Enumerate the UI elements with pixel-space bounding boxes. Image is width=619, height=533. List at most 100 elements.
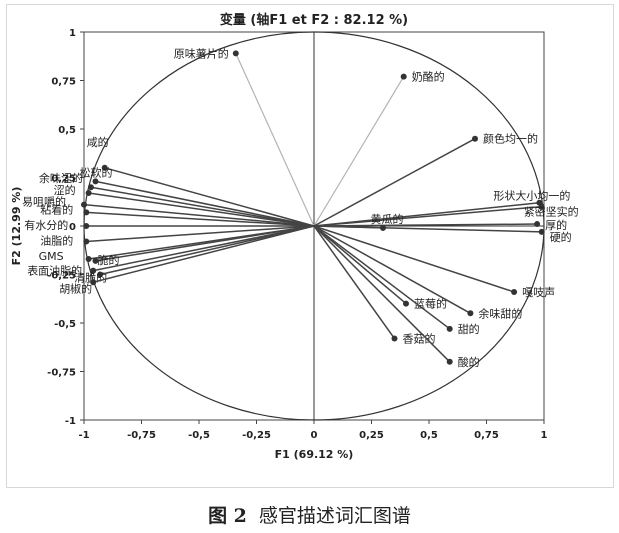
vector-line <box>313 76 405 227</box>
vector-line <box>313 225 384 229</box>
vector-label: 紧密坚实的 <box>524 205 579 219</box>
vector-line <box>93 225 315 272</box>
vector-label: 粘着的 <box>40 202 73 216</box>
vector-point <box>90 267 97 274</box>
y-tick-label: 0,75 <box>51 77 76 88</box>
vector-line <box>313 225 451 330</box>
vector-label: 易咀嚼的 <box>22 195 66 209</box>
vector-line <box>99 225 315 276</box>
vector-label: 油脂的 <box>40 234 73 248</box>
vector-point <box>92 178 99 185</box>
vector-label: 余味涩的 <box>39 171 83 185</box>
vector-line <box>104 167 315 227</box>
vector-line <box>313 223 538 227</box>
y-tick-label: -0,5 <box>54 319 76 330</box>
vector-point <box>90 279 97 286</box>
y-tick-label: 1 <box>69 28 76 39</box>
vector-label: GMS <box>39 250 64 263</box>
vector-point <box>92 257 99 264</box>
figure-caption: 图 2 感官描述词汇图谱 <box>0 501 619 528</box>
y-tick-label: 0,5 <box>58 125 76 136</box>
vector-label: 咸的 <box>87 135 109 149</box>
y-tick-label: -1 <box>65 416 76 427</box>
vector-point <box>81 201 87 208</box>
vector-label: 涩的 <box>54 183 76 197</box>
vector-point <box>538 228 545 235</box>
vector-point <box>232 50 239 57</box>
vector-line <box>95 225 315 262</box>
y-tick-label: 0,25 <box>51 174 76 185</box>
x-tick-label: 0 <box>311 430 318 441</box>
vector-point <box>467 310 474 317</box>
y-tick-label: -0,75 <box>47 368 76 379</box>
vector-point <box>511 288 518 295</box>
vector-line <box>313 225 515 293</box>
vector-label: 颜色均一的 <box>483 132 538 146</box>
vector-label: 奶酪的 <box>412 70 445 84</box>
vector-line <box>313 225 396 339</box>
x-tick-label: 0,75 <box>474 430 499 441</box>
vector-line <box>313 225 451 363</box>
vector-line <box>313 225 471 314</box>
y-tick-label: -0,25 <box>47 271 76 282</box>
vector-line <box>86 211 315 227</box>
vector-point <box>446 325 453 332</box>
vector-label: 脆的 <box>98 253 120 267</box>
vector-point <box>391 335 398 342</box>
x-tick-label: 0,5 <box>420 430 438 441</box>
vector-line <box>313 205 542 227</box>
vector-label: 硬的 <box>550 230 572 244</box>
vector-label: 厚的 <box>545 218 567 232</box>
vector-label: 香菇的 <box>403 332 436 346</box>
vector-label: 嘎吱声 <box>522 285 555 299</box>
vector-point <box>400 73 407 80</box>
vector-line <box>90 186 315 227</box>
correlation-circle-chart: -1 -0,75 -0,5 -0,25 0 0,25 0,5 0,75 1 1 0,75 0,5 0,2… <box>10 12 579 461</box>
chart-title: 变量 (轴F1 et F2 : 82.12 %) <box>220 12 408 28</box>
plot-frame <box>6 4 614 488</box>
vector-point <box>538 203 545 210</box>
vector-label: 松软的 <box>80 165 113 179</box>
x-tick-label: -0,75 <box>127 430 156 441</box>
vector-point <box>87 184 94 191</box>
vector-point <box>85 190 92 197</box>
vector-line <box>86 225 315 243</box>
vector-line <box>93 225 315 283</box>
x-tick-label: -0,25 <box>242 430 271 441</box>
vector-label: 黄瓜的 <box>371 212 404 226</box>
y-axis-label: F2 (12.99 %) <box>10 187 23 266</box>
vector-point <box>83 238 90 245</box>
vector-point <box>403 300 409 307</box>
vector-point <box>83 223 90 229</box>
vector-point <box>83 209 90 216</box>
vector-point <box>472 135 478 142</box>
y-tick-label: 0 <box>69 222 76 233</box>
vector-label: 形状大小均一的 <box>493 189 570 203</box>
vector-label: 余味甜的 <box>478 306 522 320</box>
x-tick-label: 0,25 <box>359 430 384 441</box>
vector-line <box>95 180 315 227</box>
vector-line <box>83 203 315 227</box>
vector-label: 甜的 <box>458 322 480 336</box>
vector-label: 酸的 <box>458 355 480 369</box>
figure-number: 图 2 <box>208 505 247 527</box>
x-tick-label: -1 <box>78 430 89 441</box>
vector-label: 蓝莓的 <box>414 297 447 311</box>
vector-point <box>534 221 541 228</box>
x-tick-label: -0,5 <box>188 430 210 441</box>
vector-line <box>88 192 315 227</box>
vector-label: 表面油脂的 <box>27 264 82 278</box>
vector-point <box>380 224 386 231</box>
vector-line <box>313 225 407 305</box>
caption-text: 感官描述词汇图谱 <box>258 505 411 527</box>
vector-point <box>101 164 108 171</box>
x-axis-label: F1 (69.12 %) <box>275 448 354 461</box>
x-tick-label: 1 <box>541 430 548 441</box>
vector-point <box>446 358 453 365</box>
vector-point <box>85 255 92 262</box>
vector-label: 原味薯片的 <box>174 46 229 60</box>
vector-line <box>235 53 315 227</box>
vector-point <box>97 271 104 278</box>
vector-line <box>313 138 476 227</box>
